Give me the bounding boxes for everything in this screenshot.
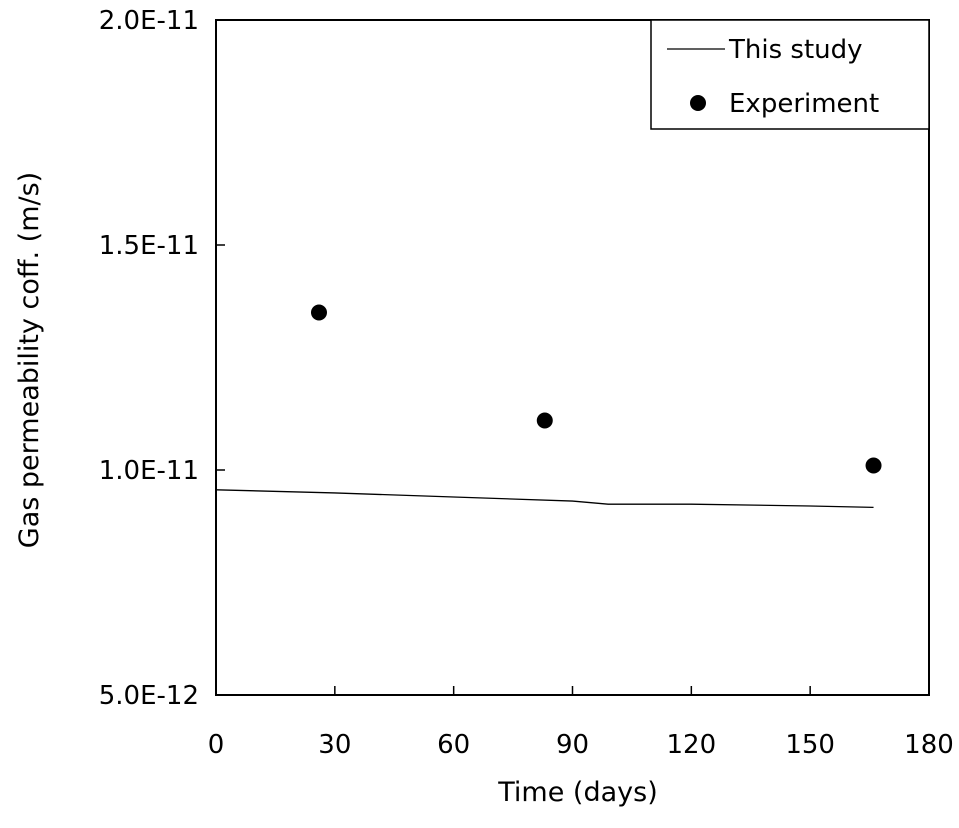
plot-area-frame xyxy=(215,19,930,696)
ticks-layer: 0 30 60 90 120 150 180 5.0E-12 1.0E-11 1.5E-11 2.0… xyxy=(99,6,954,760)
x-tick-label: 60 xyxy=(437,730,470,760)
x-tick-label: 30 xyxy=(318,730,351,760)
series-line-this-study xyxy=(215,489,874,508)
data-point-experiment xyxy=(865,457,882,474)
x-tick-label: 150 xyxy=(785,730,835,760)
y-tick-label: 1.0E-11 xyxy=(99,456,199,486)
data-point-experiment xyxy=(310,304,327,321)
x-tick-label: 0 xyxy=(208,730,225,760)
x-tick-label: 120 xyxy=(667,730,717,760)
x-tick-label: 90 xyxy=(556,730,589,760)
y-tick-label: 2.0E-11 xyxy=(99,6,199,36)
legend-marker-experiment xyxy=(690,95,706,111)
y-tick-label: 1.5E-11 xyxy=(99,231,199,261)
y-tick-label: 5.0E-12 xyxy=(99,681,199,711)
data-point-experiment xyxy=(536,412,553,429)
legend: This study Experiment xyxy=(650,19,930,130)
y-axis-title: Gas permeability coff. (m/s) xyxy=(14,172,45,548)
legend-label-this-study: This study xyxy=(728,35,863,65)
series-layer xyxy=(215,304,882,508)
x-axis-title: Time (days) xyxy=(497,777,657,808)
x-tick-label: 180 xyxy=(904,730,954,760)
legend-label-experiment: Experiment xyxy=(729,89,879,119)
